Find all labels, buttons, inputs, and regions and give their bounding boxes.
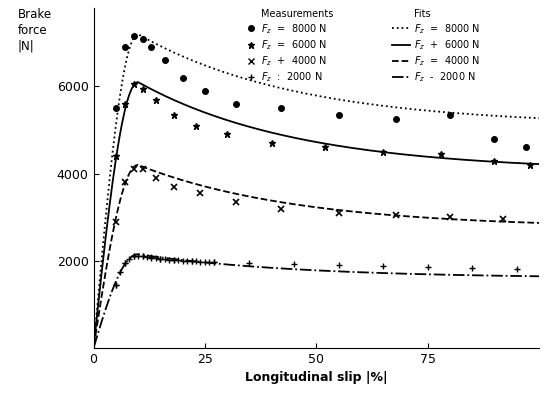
Text: Brake
force
|N|: Brake force |N| <box>18 8 52 53</box>
X-axis label: Longitudinal slip |%|: Longitudinal slip |%| <box>245 372 388 384</box>
Legend: Fits, $F_z$  =  8000 N, $F_z$  +  6000 N, $F_z$  =  4000 N, $F_z$  -  2000 N: Fits, $F_z$ = 8000 N, $F_z$ + 6000 N, $F… <box>392 10 480 84</box>
